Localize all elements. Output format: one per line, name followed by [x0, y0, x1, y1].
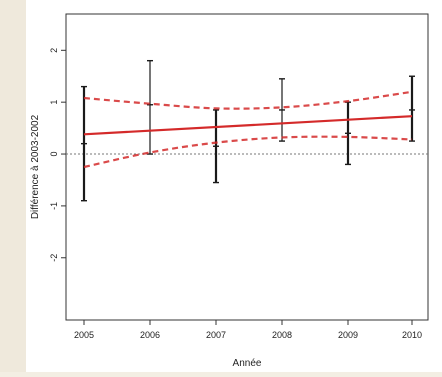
y-tick-label: 0 — [49, 152, 59, 157]
x-tick-label: 2007 — [206, 330, 226, 340]
y-tick-label: 2 — [49, 48, 59, 53]
y-tick-label: 1 — [49, 100, 59, 105]
confidence-band-upper — [83, 90, 413, 110]
plot-panel: -2 -1 0 1 2 2005 2006 2007 2008 2009 2010 Différe… — [26, 0, 442, 372]
chart-svg: -2 -1 0 1 2 2005 2006 2007 2008 2009 2010 Différe… — [30, 13, 429, 369]
page-margin-strip — [0, 0, 26, 372]
x-tick-label: 2005 — [74, 330, 94, 340]
trend-line — [83, 115, 413, 136]
y-tick-label: -2 — [49, 254, 59, 262]
error-bars — [81, 59, 415, 202]
x-axis-label: Année — [233, 358, 262, 369]
plot-frame — [65, 13, 429, 321]
confidence-band-lower — [83, 135, 413, 169]
y-axis: -2 -1 0 1 2 — [49, 48, 66, 262]
x-tick-label: 2008 — [272, 330, 292, 340]
x-tick-label: 2006 — [140, 330, 160, 340]
x-tick-label: 2009 — [338, 330, 358, 340]
y-axis-label: Différence à 2003-2002 — [30, 114, 41, 219]
x-axis: 2005 2006 2007 2008 2009 2010 — [74, 320, 422, 340]
y-tick-label: -1 — [49, 202, 59, 210]
x-tick-label: 2010 — [402, 330, 422, 340]
